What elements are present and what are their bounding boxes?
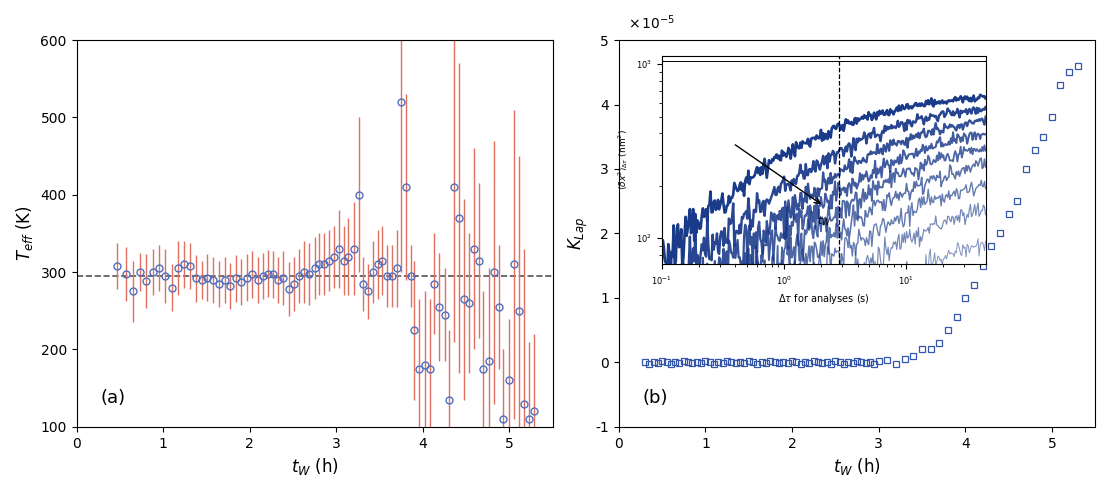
Y-axis label: $T_{eff}$ (K): $T_{eff}$ (K) [14,206,34,261]
X-axis label: $t_W$ (h): $t_W$ (h) [833,456,881,477]
X-axis label: $t_W$ (h): $t_W$ (h) [291,456,338,477]
Y-axis label: $K_{Lap}$: $K_{Lap}$ [567,217,590,250]
Text: (b): (b) [643,389,669,408]
Text: $\times\,10^{-5}$: $\times\,10^{-5}$ [629,14,675,32]
Text: (a): (a) [100,389,125,408]
